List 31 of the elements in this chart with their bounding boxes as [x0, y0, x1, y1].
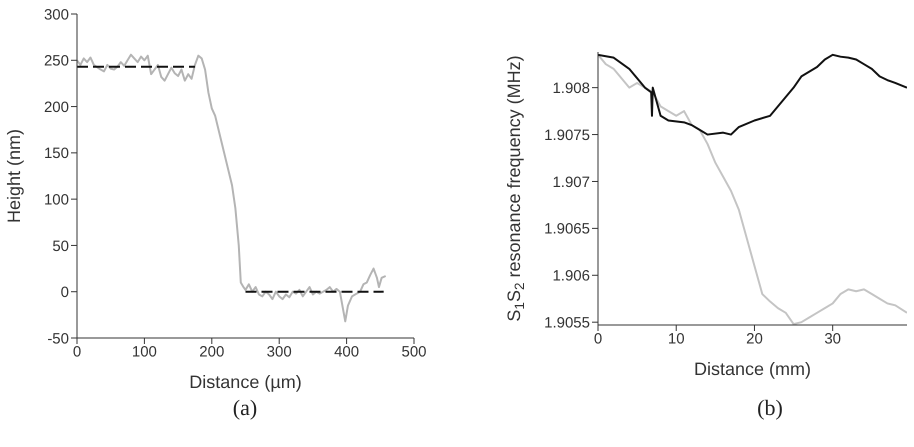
- line-series: [598, 54, 907, 136]
- y-tick-label: -50: [47, 330, 69, 348]
- x-tick-label: 30: [824, 330, 842, 348]
- y-tick-label: 1.9065: [544, 220, 590, 238]
- y-tick-label: 1.9055: [544, 314, 590, 332]
- y-tick-label: 0: [60, 284, 69, 302]
- x-axis-title: Distance (mm): [694, 359, 812, 379]
- line-series: [77, 54, 387, 322]
- x-tick-label: 20: [746, 330, 763, 348]
- text: (b): [756, 395, 784, 421]
- y-tick-label: 1.906: [552, 268, 590, 285]
- x-tick-label: 500: [401, 344, 427, 361]
- text: (a): [232, 395, 258, 421]
- x-axis-title: Distance (µm): [189, 372, 302, 392]
- x-tick-label: 10: [668, 330, 685, 348]
- x-tick-label: 0: [72, 344, 82, 361]
- x-tick-label: 400: [334, 344, 360, 361]
- x-tick-label: 200: [199, 344, 224, 361]
- y-tick-label: 1.908: [552, 80, 590, 97]
- y-tick-label: 150: [44, 145, 69, 162]
- y-tick-label: 50: [52, 238, 69, 255]
- x-tick-label: 100: [132, 344, 157, 361]
- y-tick-label: 200: [44, 98, 69, 116]
- y-tick-label: 250: [44, 52, 69, 70]
- y-tick-label: 1.907: [552, 174, 590, 191]
- y-tick-label: 300: [44, 6, 69, 24]
- x-tick-label: 300: [266, 344, 292, 361]
- y-axis-title: Height (nm): [4, 128, 24, 224]
- y-tick-label: 100: [44, 191, 69, 208]
- y-tick-label: 1.9075: [544, 126, 590, 144]
- x-tick-label: 0: [594, 330, 602, 348]
